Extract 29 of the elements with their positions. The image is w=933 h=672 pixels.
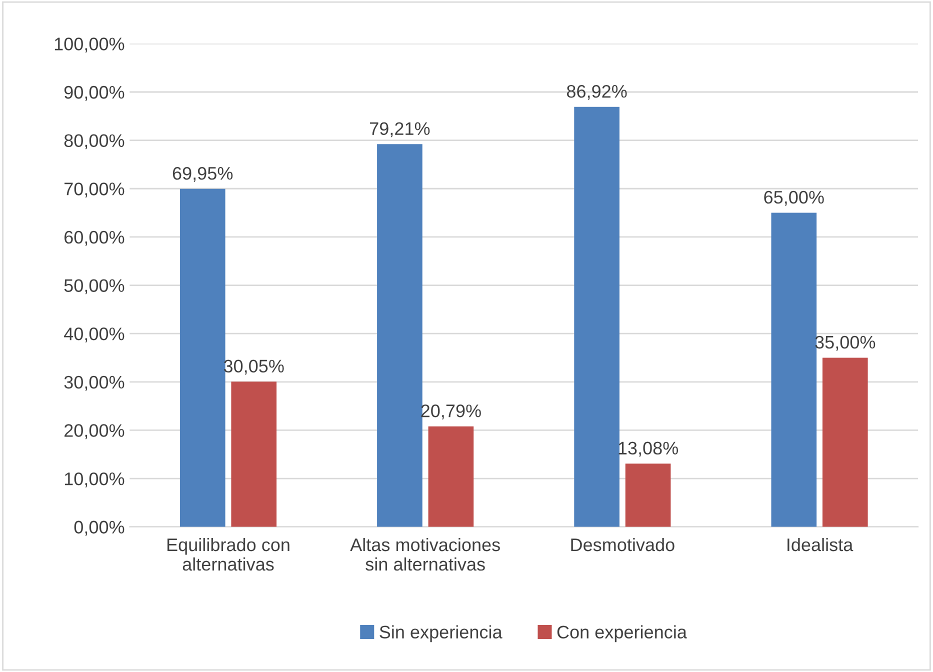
y-tick-label: 50,00% [64,279,124,294]
bar [574,106,620,527]
y-tick-label: 90,00% [64,86,124,101]
bar [180,188,226,527]
y-tick-label: 10,00% [64,472,124,488]
y-tick-label: 0,00% [74,520,124,536]
legend-label: Sin experiencia [380,625,502,642]
data-label: 69,95% [172,166,233,182]
y-tick-label: 20,00% [64,424,124,440]
data-label: 65,00% [764,190,824,206]
x-tick-label: Idealista [788,538,854,552]
y-tick-label: 100,00% [54,38,124,53]
legend-label: Con experiencia [557,625,687,642]
y-tick-label: 80,00% [64,134,124,150]
y-tick-label: 60,00% [64,230,124,246]
x-tick-label: Equilibrado con alternativas [167,538,290,571]
bar [771,212,817,527]
y-tick-label: 70,00% [64,182,124,198]
y-tick-label: 40,00% [64,328,124,342]
bar [231,382,277,527]
bar [625,464,671,527]
data-label: 79,21% [370,122,430,138]
bar [377,144,422,527]
bar [428,426,474,527]
x-tick-label: Desmotivado [571,538,674,552]
x-tick-label: Altas motivaciones sin alternativas [350,538,500,571]
data-label: 86,92% [566,84,627,100]
y-tick-label: 30,00% [64,376,124,391]
bar [822,358,868,527]
